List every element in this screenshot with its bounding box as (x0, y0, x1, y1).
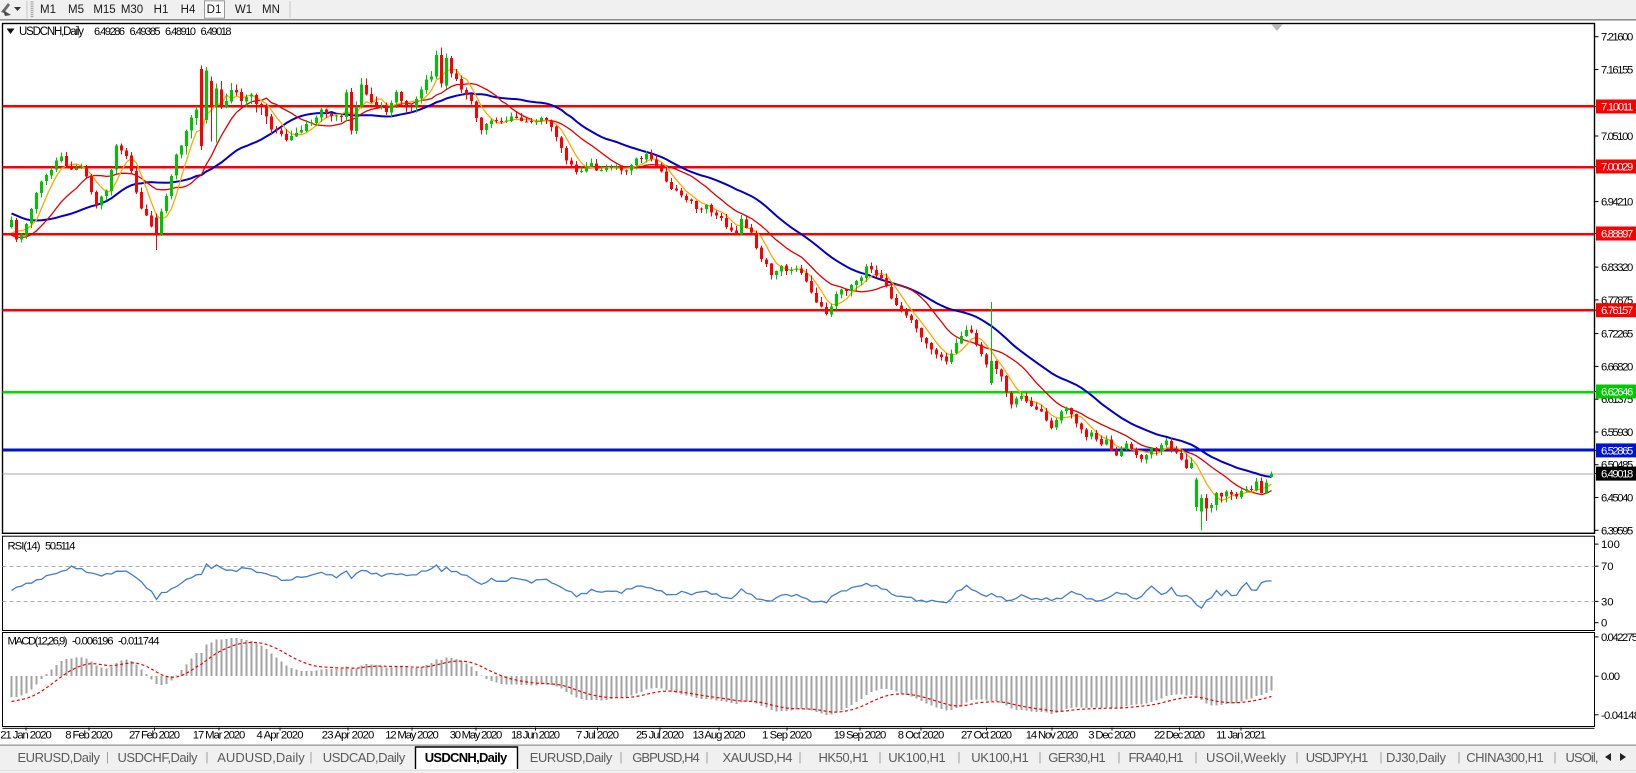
svg-text:MN: MN (262, 4, 280, 16)
svg-text:6.83320: 6.83320 (1601, 262, 1633, 274)
svg-text:AUDUSD,Daily: AUDUSD,Daily (217, 750, 305, 765)
svg-text:0.042275: 0.042275 (1601, 632, 1636, 644)
svg-text:|: | (799, 752, 802, 764)
svg-text:EURUSD,Daily: EURUSD,Daily (530, 750, 613, 765)
svg-text:|: | (1380, 752, 1383, 764)
svg-text:11 Jan 2021: 11 Jan 2021 (1216, 730, 1266, 742)
svg-text:7.16155: 7.16155 (1601, 65, 1633, 77)
svg-text:D1: D1 (207, 4, 222, 16)
svg-text:FRA40,H1: FRA40,H1 (1129, 750, 1184, 765)
svg-text:M15: M15 (93, 4, 115, 16)
svg-text:6.94210: 6.94210 (1601, 197, 1633, 209)
svg-text:14 Nov 2020: 14 Nov 2020 (1026, 730, 1079, 742)
svg-text:|: | (1458, 752, 1461, 764)
svg-text:7.21600: 7.21600 (1601, 32, 1633, 44)
svg-text:UK100,H1: UK100,H1 (971, 750, 1029, 765)
svg-text:H1: H1 (154, 4, 169, 16)
svg-text:6.55930: 6.55930 (1601, 427, 1633, 439)
svg-text:USDCNH,Daily: USDCNH,Daily (425, 750, 508, 765)
svg-text:USOil,: USOil, (1566, 750, 1599, 765)
svg-text:USDJPY,H1: USDJPY,H1 (1306, 750, 1369, 765)
svg-text:|: | (706, 752, 709, 764)
svg-text:6.49286: 6.49286 (94, 26, 125, 38)
svg-text:30 May 2020: 30 May 2020 (450, 730, 503, 742)
svg-text:|: | (1296, 752, 1299, 764)
svg-text:12 May 2020: 12 May 2020 (385, 730, 439, 742)
svg-text:8 Feb 2020: 8 Feb 2020 (65, 730, 113, 742)
svg-text:-0.04148: -0.04148 (1601, 710, 1636, 722)
svg-text:6.52865: 6.52865 (1601, 445, 1633, 457)
svg-text:|: | (879, 752, 882, 764)
svg-text:6.49018: 6.49018 (201, 26, 232, 38)
svg-text:21 Jan 2020: 21 Jan 2020 (0, 730, 52, 742)
svg-text:6.49018: 6.49018 (1601, 469, 1633, 481)
svg-text:6.62646: 6.62646 (1601, 387, 1633, 399)
svg-text:6.39595: 6.39595 (1601, 525, 1633, 537)
svg-text:USDCNH,Daily: USDCNH,Daily (19, 26, 84, 38)
svg-text:M30: M30 (121, 4, 143, 16)
svg-text:H4: H4 (181, 4, 196, 16)
svg-text:|: | (106, 752, 109, 764)
svg-text:|: | (310, 752, 313, 764)
svg-text:27 Feb 2020: 27 Feb 2020 (129, 730, 180, 742)
svg-text:1 Sep 2020: 1 Sep 2020 (762, 730, 812, 742)
svg-text:-0.006196: -0.006196 (72, 636, 114, 648)
svg-text:50.5114: 50.5114 (45, 541, 76, 553)
svg-text:8 Oct 2020: 8 Oct 2020 (898, 730, 945, 742)
svg-text:HK50,H1: HK50,H1 (819, 750, 869, 765)
svg-text:17 Mar 2020: 17 Mar 2020 (193, 730, 246, 742)
svg-text:USDCAD,Daily: USDCAD,Daily (323, 750, 406, 765)
svg-text:13 Aug 2020: 13 Aug 2020 (693, 730, 746, 742)
svg-text:27 Oct 2020: 27 Oct 2020 (961, 730, 1012, 742)
svg-text:USOil,Weekly: USOil,Weekly (1206, 750, 1287, 765)
svg-text:|: | (1039, 752, 1042, 764)
svg-text:USDCHF,Daily: USDCHF,Daily (118, 750, 199, 765)
svg-text:25 Jul 2020: 25 Jul 2020 (636, 730, 684, 742)
svg-text:|: | (1554, 752, 1557, 764)
svg-text:MACD(12,26,9): MACD(12,26,9) (8, 636, 68, 648)
svg-text:|: | (620, 752, 623, 764)
svg-text:|: | (958, 752, 961, 764)
svg-text:GBPUSD,H4: GBPUSD,H4 (632, 750, 700, 765)
svg-text:30: 30 (1601, 596, 1614, 608)
svg-text:22 Dec 2020: 22 Dec 2020 (1154, 730, 1205, 742)
svg-text:GER30,H1: GER30,H1 (1048, 750, 1106, 765)
svg-text:|: | (1195, 752, 1198, 764)
svg-text:RSI(14): RSI(14) (8, 541, 41, 553)
svg-text:19 Sep 2020: 19 Sep 2020 (834, 730, 887, 742)
svg-text:|: | (1118, 752, 1121, 764)
svg-text:W1: W1 (235, 4, 252, 16)
svg-text:6.45040: 6.45040 (1601, 493, 1633, 505)
svg-text:0.00: 0.00 (1601, 671, 1620, 683)
svg-text:CHINA300,H1: CHINA300,H1 (1466, 750, 1544, 765)
svg-text:DJ30,Daily: DJ30,Daily (1386, 750, 1447, 765)
svg-text:XAUUSD,H4: XAUUSD,H4 (723, 750, 793, 765)
svg-text:4 Apr 2020: 4 Apr 2020 (257, 730, 304, 742)
svg-text:100: 100 (1601, 539, 1620, 551)
svg-text:M5: M5 (68, 4, 84, 16)
svg-text:7 Jul 2020: 7 Jul 2020 (576, 730, 619, 742)
svg-text:6.76157: 6.76157 (1601, 305, 1633, 317)
svg-text:7.10011: 7.10011 (1601, 102, 1633, 114)
svg-text:EURUSD,Daily: EURUSD,Daily (17, 750, 100, 765)
svg-text:7.00029: 7.00029 (1601, 162, 1633, 174)
svg-text:0: 0 (1601, 618, 1607, 630)
svg-text:UK100,H1: UK100,H1 (888, 750, 946, 765)
svg-text:-0.011744: -0.011744 (118, 636, 160, 648)
svg-text:23 Apr 2020: 23 Apr 2020 (322, 730, 375, 742)
svg-text:M1: M1 (40, 4, 56, 16)
svg-text:70: 70 (1601, 561, 1614, 573)
svg-text:6.66820: 6.66820 (1601, 361, 1633, 373)
svg-text:6.48910: 6.48910 (165, 26, 196, 38)
svg-text:6.72265: 6.72265 (1601, 329, 1633, 341)
svg-text:|: | (206, 752, 209, 764)
svg-text:3 Dec 2020: 3 Dec 2020 (1088, 730, 1136, 742)
svg-text:7.05100: 7.05100 (1601, 131, 1633, 143)
svg-text:6.49385: 6.49385 (130, 26, 161, 38)
svg-text:18 Jun 2020: 18 Jun 2020 (511, 730, 560, 742)
svg-text:6.88897: 6.88897 (1601, 229, 1633, 241)
